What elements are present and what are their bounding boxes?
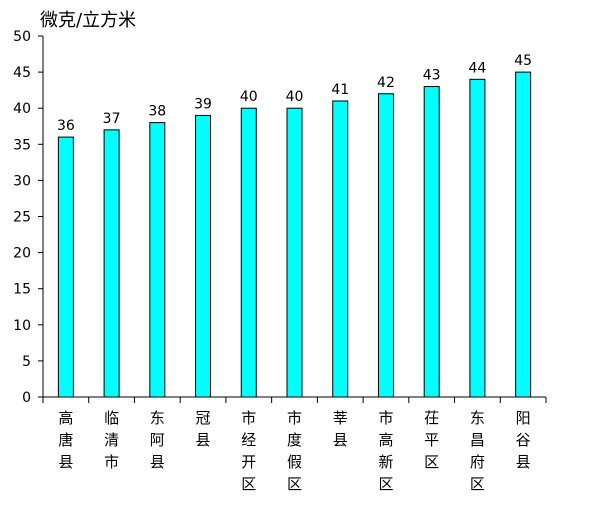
bar [286, 107, 303, 398]
y-tick-label: 10 [13, 318, 31, 334]
category-label: 冠县 [196, 409, 211, 449]
category-label: 市经开区 [241, 409, 256, 493]
bar [423, 86, 440, 398]
category-label: 阳谷县 [516, 409, 531, 471]
category-label: 市高新区 [378, 409, 393, 493]
y-axis-ticks: 0 5 10 15 20 25 30 35 40 45 50 [13, 29, 43, 406]
category-label: 高唐县 [58, 409, 73, 471]
category-label: 市度假区 [287, 409, 302, 493]
bars [57, 71, 532, 398]
y-tick-label: 15 [13, 282, 31, 298]
y-tick-label: 0 [22, 390, 31, 406]
bar [332, 100, 349, 398]
data-label: 40 [240, 89, 258, 105]
y-tick-label: 40 [13, 101, 31, 117]
data-label: 43 [423, 68, 441, 84]
y-tick-label: 5 [22, 354, 31, 370]
data-label: 41 [331, 82, 349, 98]
y-tick-label: 25 [13, 210, 31, 226]
category-label: 东昌府区 [470, 409, 485, 493]
bar [103, 129, 120, 398]
data-label: 38 [148, 104, 166, 120]
data-label: 37 [103, 111, 121, 127]
bar [469, 78, 486, 398]
y-tick-label: 30 [13, 173, 31, 189]
data-label: 40 [286, 89, 304, 105]
category-label: 茌平区 [424, 409, 439, 471]
category-label: 东阿县 [150, 409, 165, 471]
y-tick-label: 50 [13, 29, 31, 45]
data-label: 44 [468, 60, 486, 76]
category-label: 临清市 [104, 409, 119, 471]
bar [57, 136, 74, 398]
y-axis-unit-label: 微克/立方米 [40, 10, 136, 31]
bar [149, 122, 166, 398]
y-tick-label: 45 [13, 65, 31, 81]
data-label: 39 [194, 96, 212, 112]
data-labels: 36 37 38 39 40 40 41 42 43 44 45 [57, 53, 532, 134]
y-tick-label: 35 [13, 137, 31, 153]
data-label: 42 [377, 75, 395, 91]
data-label: 36 [57, 118, 75, 134]
data-label: 45 [514, 53, 532, 69]
category-label: 莘县 [333, 409, 348, 449]
bar [240, 107, 257, 398]
y-tick-label: 20 [13, 246, 31, 262]
bar [195, 114, 212, 398]
category-labels: 高唐县 临清市 东阿县 冠县 市经开区 市度假区 莘县 市高新区 茌平区 东昌府区 阳谷县 [58, 409, 530, 493]
bar [377, 93, 394, 398]
bar [515, 71, 532, 398]
